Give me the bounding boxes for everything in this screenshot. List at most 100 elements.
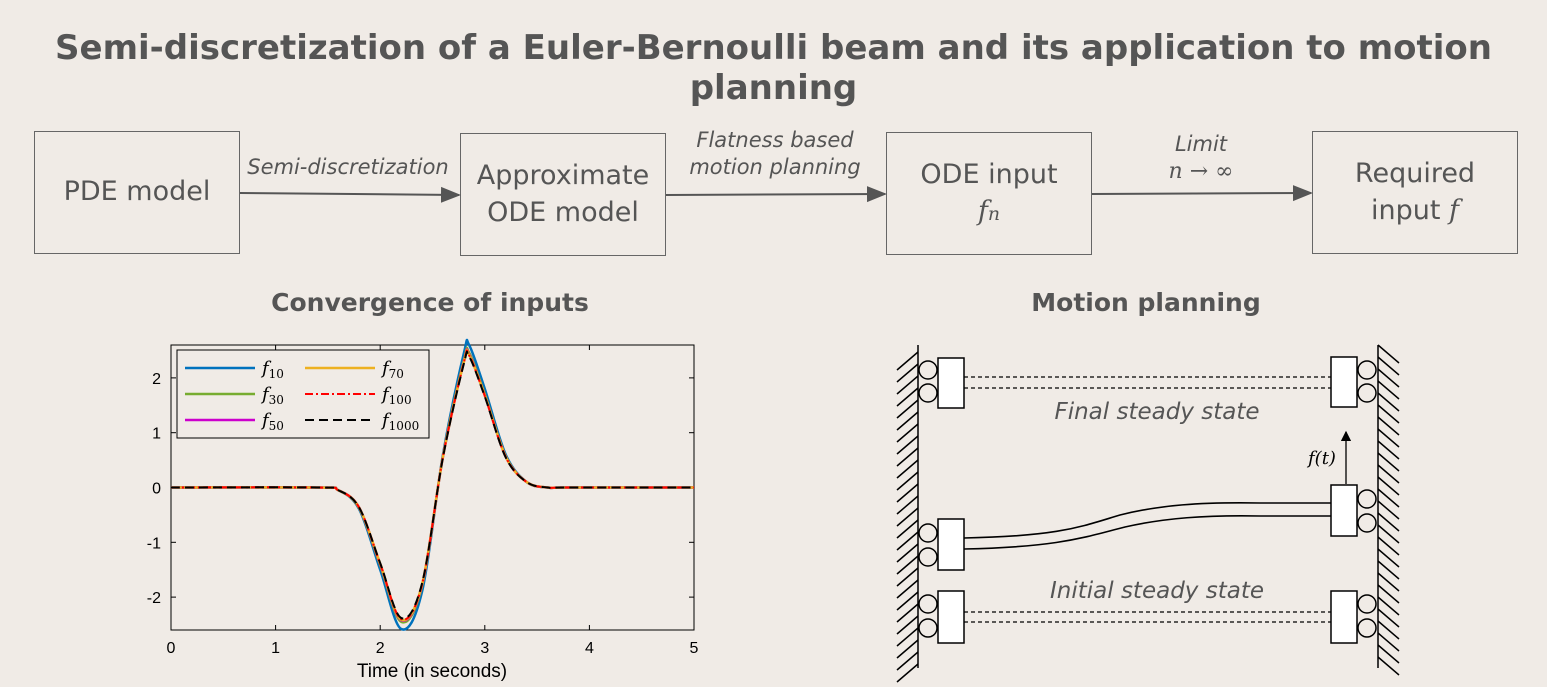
hatch-line xyxy=(1377,608,1400,628)
hatch-line xyxy=(1377,596,1400,616)
y-tick-label: -1 xyxy=(147,535,161,552)
hatch-line xyxy=(1377,632,1400,652)
edge-label-flatness: Flatness based motion planning xyxy=(666,127,884,182)
hatch-line xyxy=(896,375,919,395)
hatch-line xyxy=(1377,428,1400,448)
hatch-line xyxy=(896,603,919,623)
hatch-line xyxy=(896,651,919,671)
hatch-line xyxy=(1377,464,1400,484)
pde-model-box: PDE model xyxy=(34,131,240,254)
hatch-line xyxy=(896,447,919,467)
required-input-label-line1: Required xyxy=(1354,158,1476,190)
ode-input-var: f xyxy=(977,195,988,227)
hatch-line xyxy=(1377,536,1400,556)
x-tick-label: 5 xyxy=(690,640,699,657)
x-tick-label: 4 xyxy=(585,640,594,657)
required-input-box: Required input f xyxy=(1312,131,1518,254)
chart-ticks: 0 1 2 3 4 5 2 1 0 -1 -2 xyxy=(147,345,699,657)
hatch-line xyxy=(1377,656,1400,676)
x-tick-label: 2 xyxy=(376,640,385,657)
required-input-label-line2: input f xyxy=(1371,193,1459,229)
ode-input-symbol: fn xyxy=(978,194,1000,230)
force-label: f(t) xyxy=(1306,448,1336,469)
hatch-line xyxy=(1377,620,1400,640)
hatch-line xyxy=(1377,500,1400,520)
required-input-word: input xyxy=(1370,194,1441,226)
hatch-line xyxy=(1377,416,1400,436)
page-title: Semi-discretization of a Euler-Bernoulli… xyxy=(55,28,1492,108)
hatch-line xyxy=(1377,644,1400,664)
edge-label-limit-line1: Limit xyxy=(1174,132,1228,156)
motion-diagram xyxy=(896,344,1400,683)
flow-arrow-1 xyxy=(239,186,461,203)
initial-state-label: Initial steady state xyxy=(1050,578,1264,604)
hatch-line xyxy=(896,411,919,431)
hatch-line xyxy=(896,579,919,599)
y-tick-label: -2 xyxy=(147,590,161,607)
hatch-line xyxy=(1377,404,1400,424)
chart-lines xyxy=(170,338,694,631)
edge-label-limit-line2: n → ∞ xyxy=(1168,159,1234,185)
hatch-line xyxy=(896,483,919,503)
hatch-line xyxy=(1377,440,1400,460)
pde-model-label: PDE model xyxy=(63,176,211,208)
edge-label-flatness-line2: motion planning xyxy=(689,155,861,180)
hatch-line xyxy=(896,459,919,479)
initial-state-assembly xyxy=(918,590,1377,644)
beam-lower-edge xyxy=(963,515,1331,550)
y-tick-label: 2 xyxy=(152,371,161,388)
hatch-line xyxy=(1377,512,1400,532)
hatch-line xyxy=(896,387,919,407)
hatch-line xyxy=(1377,344,1400,364)
convergence-heading: Convergence of inputs xyxy=(271,288,589,317)
beam-upper-edge xyxy=(963,502,1331,539)
flow-arrow-3 xyxy=(1091,185,1313,202)
hatch-line xyxy=(1377,452,1400,472)
hatch-line xyxy=(1377,560,1400,580)
required-input-var: f xyxy=(1449,194,1460,226)
motion-planning-heading: Motion planning xyxy=(1031,288,1261,317)
hatch-line xyxy=(1377,584,1400,604)
approx-ode-label-line2: ODE model xyxy=(487,196,639,228)
ode-input-label-line1: ODE input xyxy=(920,159,1058,191)
x-tick-label: 3 xyxy=(480,640,489,657)
ode-input-sub: n xyxy=(987,202,1001,225)
edge-label-limit: Limit n → ∞ xyxy=(1092,131,1310,187)
y-tick-label: 1 xyxy=(152,426,161,443)
hatch-line xyxy=(896,627,919,647)
hatch-line xyxy=(896,615,919,635)
edge-label-flatness-line1: Flatness based xyxy=(696,128,854,152)
hatch-line xyxy=(1377,548,1400,568)
hatch-line xyxy=(896,471,919,491)
hatch-line xyxy=(1377,368,1400,388)
hatch-line xyxy=(1377,476,1400,496)
approx-ode-label-line1: Approximate xyxy=(476,160,650,192)
series-line-f_1000 xyxy=(170,350,694,620)
hatch-line xyxy=(1377,524,1400,544)
hatch-line xyxy=(896,567,919,587)
x-axis-label: Time (in seconds) xyxy=(357,661,507,682)
hatch-line xyxy=(896,519,919,539)
hatch-line xyxy=(896,363,919,383)
x-tick-label: 1 xyxy=(271,640,280,657)
series-line-f_100 xyxy=(170,349,694,621)
hatch-line xyxy=(1377,572,1400,592)
hatch-line xyxy=(896,435,919,455)
hatch-line xyxy=(896,399,919,419)
hatch-line xyxy=(896,591,919,611)
hatch-line xyxy=(1377,392,1400,412)
edge-label-semi-discretization: Semi-discretization xyxy=(247,155,449,179)
hatch-line xyxy=(1377,356,1400,376)
y-tick-label: 0 xyxy=(152,481,161,498)
flow-arrow-2 xyxy=(665,186,887,203)
hatch-line xyxy=(1377,488,1400,508)
hatch-line xyxy=(896,507,919,527)
hatch-line xyxy=(896,495,919,515)
final-state-label: Final steady state xyxy=(1054,399,1259,425)
hatch-line xyxy=(896,531,919,551)
left-wall-hatching xyxy=(896,351,919,683)
hatch-line xyxy=(896,351,919,371)
